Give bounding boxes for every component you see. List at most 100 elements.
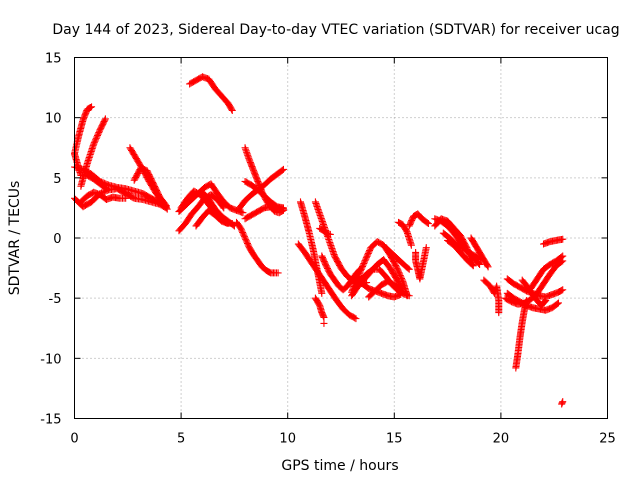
- series-track-48: [518, 276, 550, 309]
- series-track-40: [467, 234, 492, 271]
- series-track-39: [444, 236, 477, 270]
- data-point: [352, 315, 360, 323]
- series-track-35: [412, 244, 430, 283]
- data-point: [396, 272, 404, 280]
- data-point: [559, 252, 567, 260]
- y-tick-label: 15: [45, 52, 62, 67]
- data-point: [495, 309, 503, 317]
- data-point: [90, 139, 98, 147]
- data-point: [318, 289, 326, 297]
- x-tick-label: 20: [493, 432, 510, 447]
- plot-frame: [74, 57, 608, 419]
- data-point: [228, 106, 236, 114]
- data-point: [279, 165, 287, 173]
- data-point: [360, 260, 368, 268]
- data-point: [559, 398, 567, 406]
- series-track-08: [130, 164, 170, 210]
- data-point: [404, 264, 412, 272]
- grid-lines: [74, 57, 608, 419]
- data-point: [359, 262, 367, 270]
- data-point: [405, 292, 413, 300]
- series-track-20: [296, 198, 326, 297]
- y-tick-label: -10: [40, 352, 61, 367]
- data-point: [279, 205, 287, 213]
- data-point: [320, 313, 328, 321]
- data-point: [392, 263, 400, 271]
- data-point: [396, 285, 404, 293]
- data-point: [122, 194, 130, 202]
- series-track-01: [71, 103, 96, 158]
- data-point: [274, 269, 282, 277]
- series-track-45: [512, 297, 530, 372]
- x-tick-label: 10: [279, 432, 296, 447]
- data-point: [365, 248, 373, 256]
- data-point: [357, 267, 365, 275]
- data-point: [559, 235, 567, 243]
- axis-tick-labels: 0 5 10 15 20 25 -15 -10 -5 0 5 10 15: [40, 52, 616, 447]
- data-point: [163, 205, 171, 213]
- data-point: [93, 133, 101, 141]
- data-point: [86, 103, 94, 111]
- series-track-49: [558, 398, 567, 408]
- series-track-19: [241, 203, 287, 223]
- series-track-09: [186, 73, 236, 114]
- axis-ticks: [74, 57, 608, 419]
- y-tick-label: 5: [53, 172, 61, 187]
- data-point: [360, 258, 368, 266]
- data-point: [541, 298, 549, 306]
- data-point: [364, 251, 372, 259]
- data-point: [228, 105, 236, 113]
- series-track-41: [480, 276, 503, 317]
- y-axis-label: SDTVAR / TECUs: [7, 181, 23, 296]
- data-points: [71, 73, 567, 408]
- data-point: [468, 261, 476, 269]
- data-point: [88, 103, 96, 111]
- data-point: [355, 270, 363, 278]
- data-point: [397, 286, 405, 294]
- data-point: [394, 266, 402, 274]
- data-point: [101, 115, 109, 123]
- x-tick-label: 15: [386, 432, 403, 447]
- x-tick-label: 0: [70, 432, 78, 447]
- data-point: [476, 260, 484, 268]
- data-point: [405, 265, 413, 273]
- data-point: [397, 273, 405, 281]
- data-point: [92, 136, 100, 144]
- data-point: [363, 252, 371, 260]
- data-point: [424, 220, 432, 228]
- data-point: [366, 247, 374, 255]
- data-point: [326, 230, 334, 238]
- data-point: [422, 244, 430, 252]
- y-tick-label: 0: [53, 232, 61, 247]
- data-point: [483, 262, 491, 270]
- data-point: [522, 297, 530, 305]
- data-point: [484, 263, 492, 271]
- data-point: [220, 204, 228, 212]
- data-point: [101, 116, 109, 124]
- data-point: [558, 286, 566, 294]
- data-point: [90, 140, 98, 148]
- data-point: [95, 129, 103, 137]
- data-point: [92, 134, 100, 142]
- data-point: [558, 253, 566, 261]
- series-track-26: [320, 319, 328, 327]
- data-point: [542, 297, 550, 305]
- series-track-15: [233, 218, 282, 277]
- data-point: [351, 314, 359, 322]
- series-track-22: [294, 240, 360, 323]
- x-axis-label: GPS time / hours: [281, 458, 398, 474]
- data-point: [358, 264, 366, 272]
- data-point: [94, 131, 102, 139]
- series-track-18: [241, 144, 287, 217]
- series-track-47: [540, 235, 567, 248]
- data-point: [396, 270, 404, 278]
- series-track-14: [198, 188, 238, 230]
- y-tick-label: -5: [49, 292, 62, 307]
- data-point: [359, 261, 367, 269]
- data-point: [94, 130, 102, 138]
- data-point: [554, 299, 562, 307]
- y-tick-label: 10: [45, 112, 62, 127]
- series-track-33: [395, 218, 415, 249]
- data-point: [91, 137, 99, 145]
